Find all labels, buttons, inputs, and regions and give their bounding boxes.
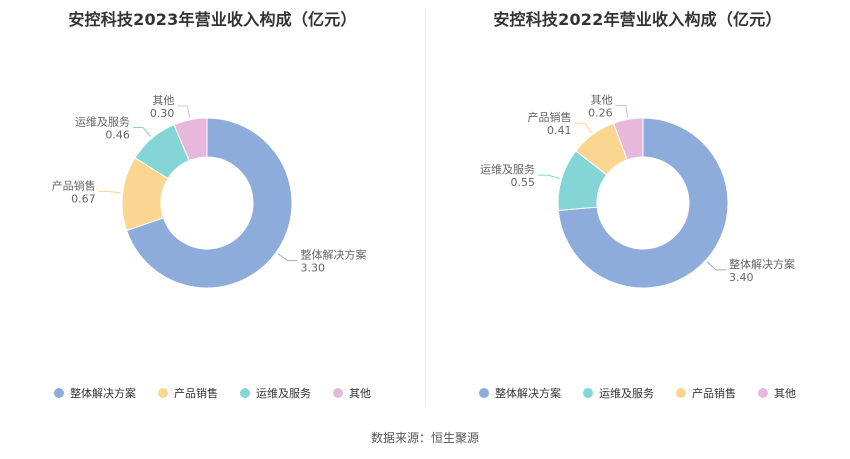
legend-swatch: [240, 388, 250, 398]
slice-value-label: 0.67: [71, 193, 96, 206]
slice-label: 其他: [591, 94, 613, 107]
slice-value-label: 3.40: [729, 271, 754, 284]
legend-item[interactable]: 整体解决方案: [479, 385, 561, 401]
slice-label: 其他: [152, 94, 174, 107]
legend-item[interactable]: 产品销售: [158, 385, 218, 401]
legend-item[interactable]: 整体解决方案: [54, 385, 136, 401]
slice-label: 产品销售: [527, 110, 571, 124]
leader-line: [177, 105, 191, 118]
chart-legend: 整体解决方案 产品销售 运维及服务 其他: [0, 385, 425, 401]
donut-slice[interactable]: [557, 117, 729, 289]
leader-line: [574, 122, 592, 134]
slice-value-label: 0.41: [547, 124, 572, 137]
slice-value-label: 3.30: [301, 262, 326, 275]
legend-item[interactable]: 其他: [758, 385, 796, 401]
leader-line: [98, 191, 121, 194]
leader-line: [132, 127, 152, 138]
chart-legend: 整体解决方案 运维及服务 产品销售 其他: [425, 385, 850, 401]
slice-label: 运维及服务: [480, 163, 535, 176]
legend-label: 运维及服务: [599, 387, 654, 400]
legend-swatch: [54, 388, 64, 398]
slice-label: 产品销售: [52, 179, 96, 193]
slice-value-label: 0.46: [105, 129, 130, 142]
legend-item[interactable]: 产品销售: [676, 385, 736, 401]
chart-title: 安控科技2023年营业收入构成（亿元）: [68, 10, 357, 29]
legend-swatch: [583, 388, 593, 398]
chart-title: 安控科技2022年营业收入构成（亿元）: [493, 10, 782, 29]
chart-panel-2022: 安控科技2022年营业收入构成（亿元） 整体解决方案 3.40 运维及服务 0.55 产…: [425, 0, 850, 420]
leader-line: [277, 253, 298, 262]
legend-swatch: [333, 388, 343, 398]
leader-line: [706, 261, 727, 271]
slice-label: 整体解决方案: [729, 257, 795, 271]
legend-label: 其他: [349, 387, 371, 400]
panel-divider: [425, 8, 426, 406]
legend-swatch: [479, 388, 489, 398]
donut-slice[interactable]: [173, 117, 208, 162]
slice-value-label: 0.26: [588, 107, 613, 120]
legend-swatch: [676, 388, 686, 398]
chart-panel-2023: 安控科技2023年营业收入构成（亿元） 整体解决方案 3.30 产品销售 0.67 运维…: [0, 0, 425, 420]
slice-value-label: 0.55: [511, 176, 536, 189]
leader-line: [538, 174, 560, 179]
donut-slice[interactable]: [125, 117, 293, 289]
legend-label: 整体解决方案: [495, 387, 561, 400]
slice-label: 整体解决方案: [301, 248, 367, 262]
legend-label: 运维及服务: [256, 387, 311, 400]
legend-item[interactable]: 运维及服务: [583, 385, 654, 401]
leader-line: [615, 105, 629, 118]
legend-label: 其他: [774, 387, 796, 400]
donut-slice[interactable]: [612, 117, 644, 161]
legend-swatch: [758, 388, 768, 398]
slice-value-label: 0.30: [150, 107, 175, 120]
slice-label: 运维及服务: [75, 116, 130, 129]
data-source: 数据来源：恒生聚源: [370, 431, 479, 445]
legend-label: 产品销售: [174, 387, 218, 400]
legend-label: 整体解决方案: [70, 387, 136, 400]
legend-item[interactable]: 运维及服务: [240, 385, 311, 401]
legend-label: 产品销售: [692, 387, 736, 400]
legend-swatch: [158, 388, 168, 398]
legend-item[interactable]: 其他: [333, 385, 371, 401]
